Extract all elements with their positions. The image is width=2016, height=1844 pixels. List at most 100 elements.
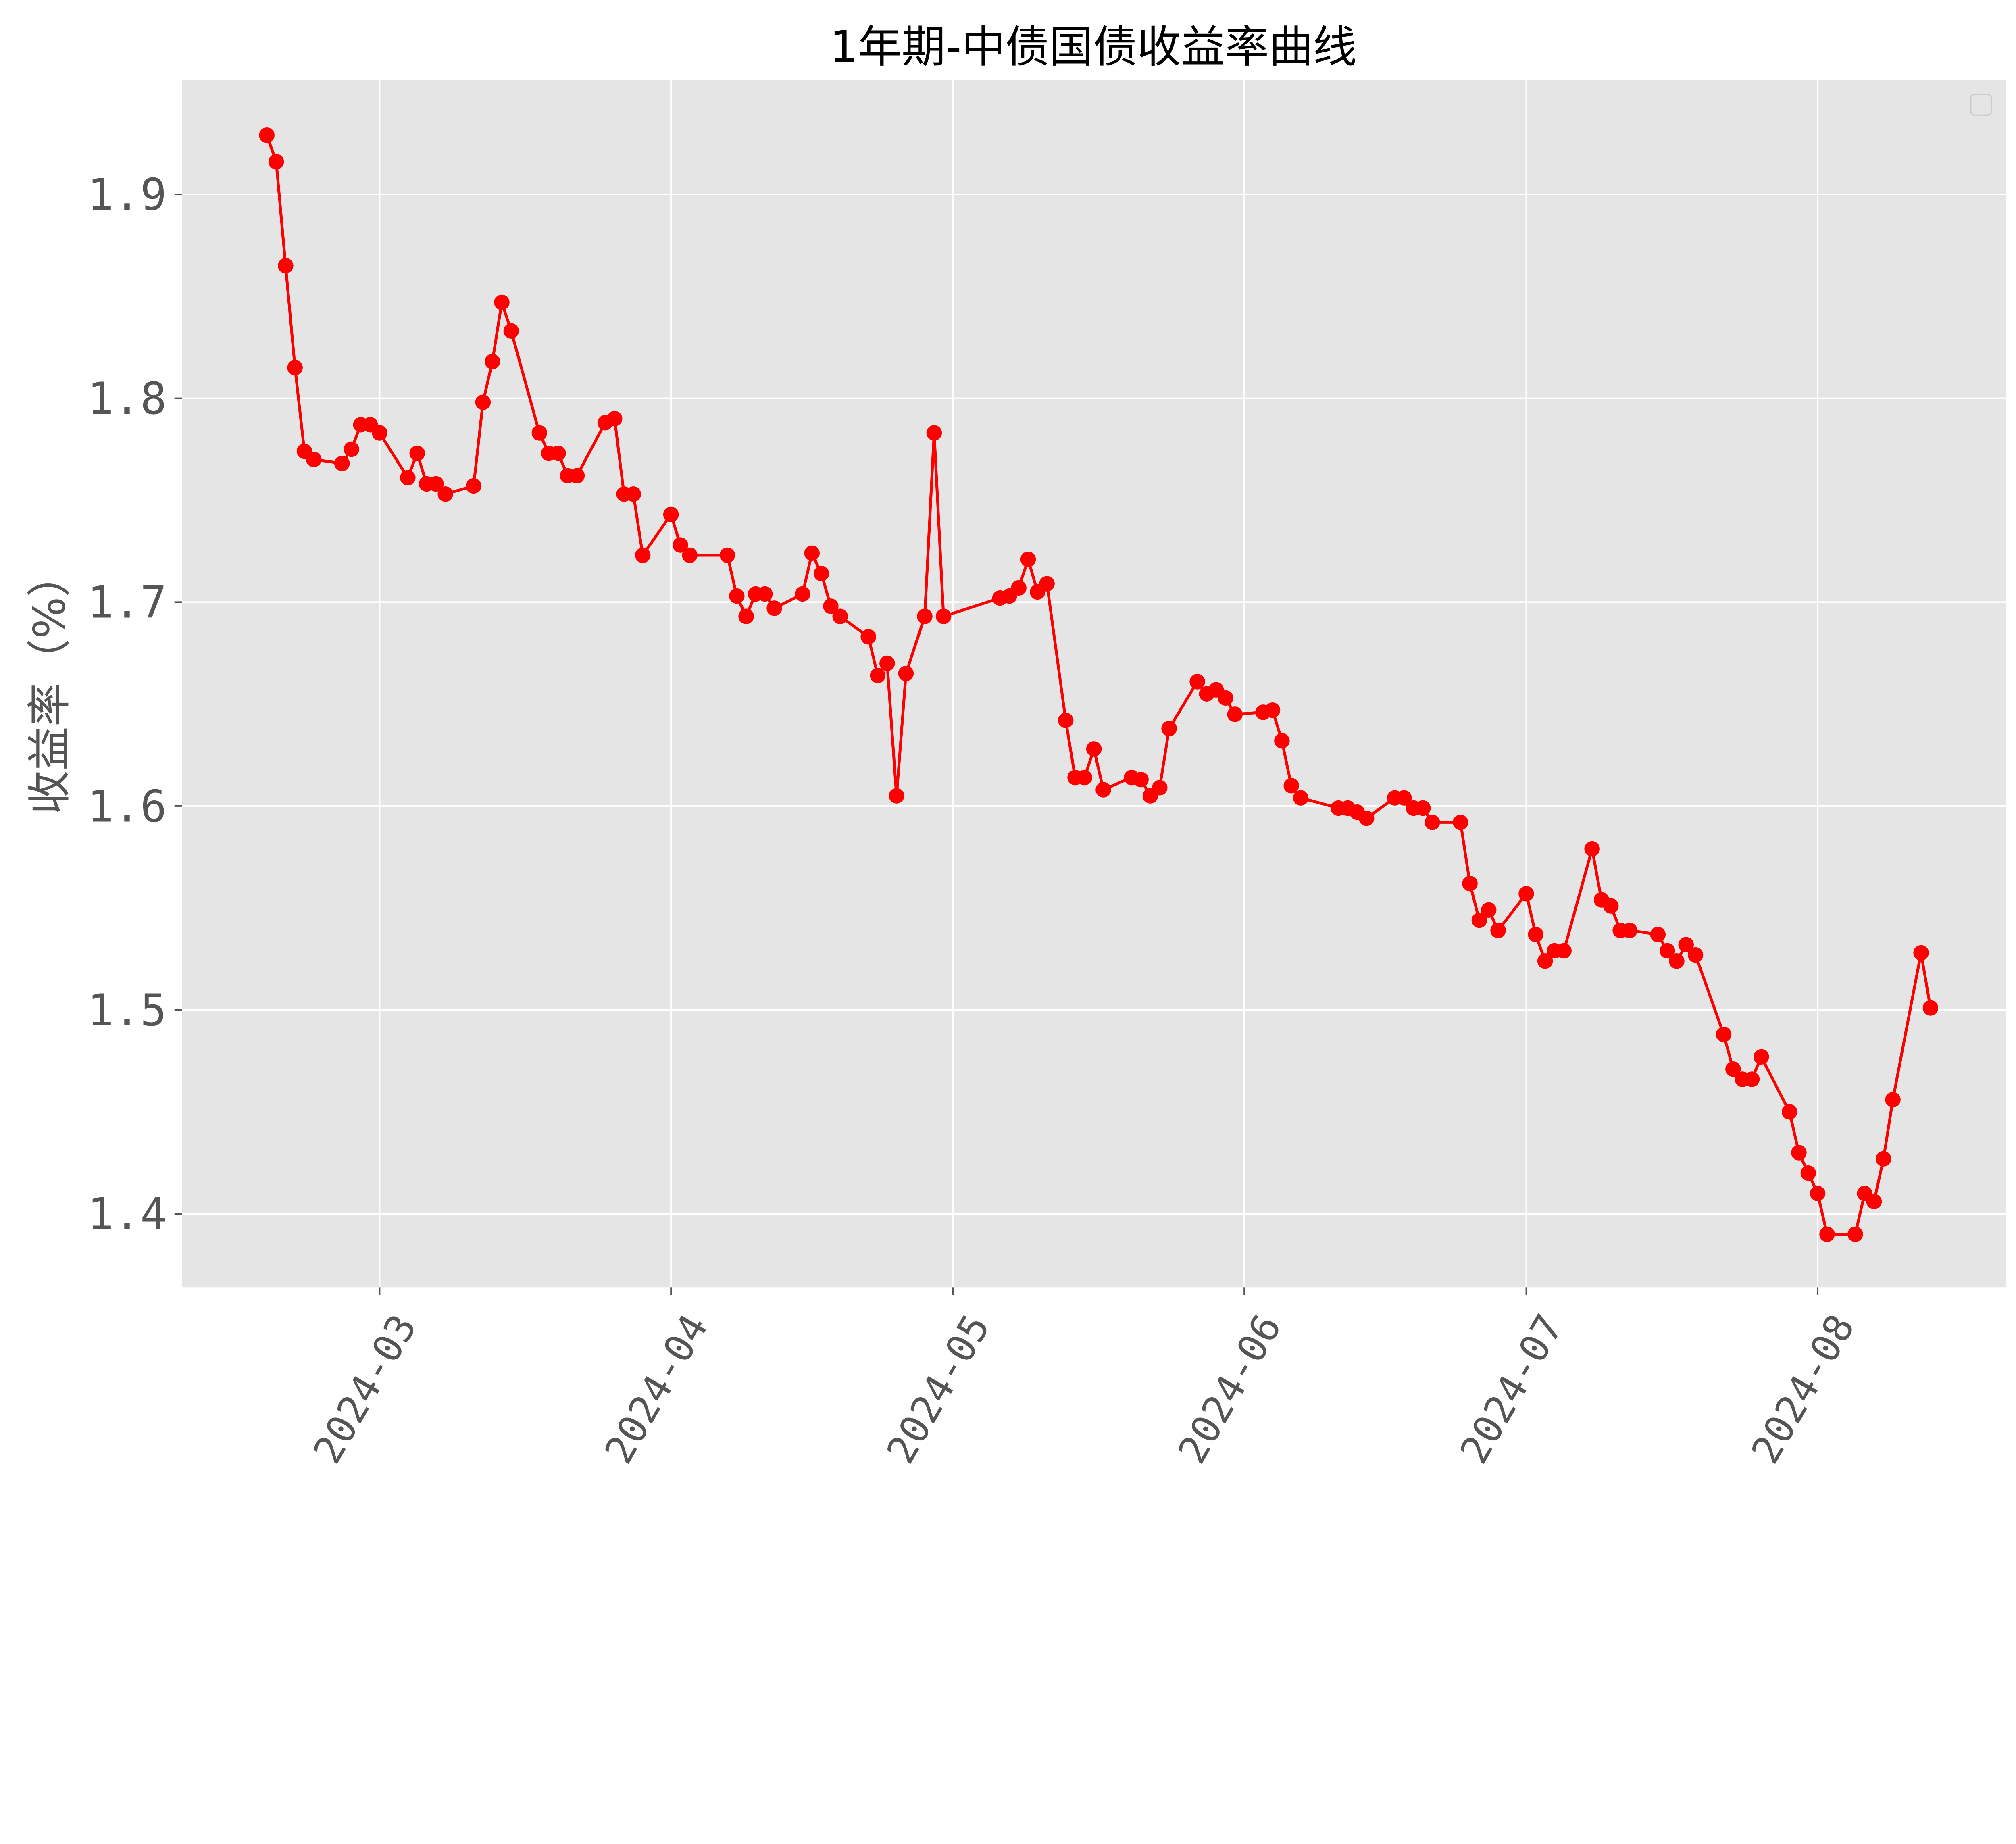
data-point bbox=[409, 445, 425, 461]
data-point bbox=[1537, 953, 1553, 969]
data-point bbox=[1622, 923, 1638, 938]
data-point bbox=[729, 588, 745, 604]
data-point bbox=[1218, 690, 1233, 706]
data-point bbox=[625, 486, 641, 502]
data-point bbox=[1293, 790, 1309, 806]
data-point bbox=[278, 258, 294, 274]
data-point bbox=[1716, 1027, 1732, 1042]
data-point bbox=[1161, 721, 1177, 736]
data-point bbox=[1650, 927, 1666, 942]
data-point bbox=[1152, 780, 1168, 796]
data-point bbox=[804, 545, 820, 561]
data-point bbox=[1922, 1000, 1939, 1016]
data-point bbox=[635, 547, 651, 563]
data-point bbox=[1462, 875, 1478, 892]
data-point bbox=[870, 668, 886, 683]
data-point bbox=[1556, 943, 1572, 959]
data-point bbox=[1274, 733, 1290, 749]
data-point bbox=[813, 566, 829, 581]
data-point bbox=[1264, 702, 1281, 718]
data-point bbox=[1518, 886, 1534, 902]
data-point bbox=[1678, 937, 1694, 952]
data-point bbox=[1227, 706, 1243, 722]
data-point bbox=[682, 547, 698, 563]
data-point bbox=[550, 445, 566, 461]
data-point bbox=[757, 586, 773, 602]
data-point bbox=[475, 394, 491, 410]
data-point bbox=[1396, 790, 1412, 806]
data-point bbox=[673, 537, 688, 553]
data-point bbox=[1453, 815, 1468, 830]
plot-area bbox=[182, 80, 2006, 1288]
data-point bbox=[1725, 1061, 1741, 1077]
data-point bbox=[1913, 945, 1929, 961]
data-point bbox=[719, 547, 735, 563]
data-point bbox=[334, 456, 350, 471]
data-point bbox=[494, 294, 510, 310]
data-point bbox=[1800, 1165, 1816, 1181]
data-point bbox=[344, 441, 359, 457]
data-point bbox=[1283, 778, 1299, 794]
y-tick-label: 1.6 bbox=[87, 781, 167, 832]
chart: 2024-03 2024-04 2024-05 2024-06 2024-07 2024-… bbox=[24, 21, 2006, 1471]
data-point bbox=[1425, 815, 1440, 830]
data-point bbox=[1744, 1071, 1760, 1087]
data-point bbox=[1687, 947, 1704, 963]
data-point bbox=[935, 608, 952, 624]
data-point bbox=[1847, 1226, 1863, 1242]
data-point bbox=[889, 788, 904, 804]
data-point bbox=[466, 478, 481, 494]
data-point bbox=[1885, 1092, 1901, 1108]
data-point bbox=[1358, 811, 1375, 826]
data-point bbox=[268, 154, 284, 170]
data-point bbox=[860, 629, 876, 645]
data-point bbox=[372, 425, 387, 441]
data-point bbox=[1876, 1151, 1891, 1167]
data-point bbox=[437, 486, 453, 502]
data-point bbox=[926, 425, 942, 441]
data-point bbox=[766, 600, 782, 616]
data-point bbox=[400, 470, 416, 486]
data-point bbox=[1781, 1104, 1797, 1120]
data-point bbox=[1669, 953, 1685, 969]
data-point bbox=[259, 127, 275, 143]
data-point bbox=[1481, 902, 1497, 918]
data-point bbox=[1754, 1049, 1769, 1065]
chart-title: 1年期-中债国债收益率曲线 bbox=[830, 21, 1357, 73]
data-point bbox=[917, 608, 933, 624]
data-point bbox=[531, 425, 547, 441]
data-point bbox=[287, 360, 303, 375]
data-point bbox=[1528, 927, 1544, 942]
data-point bbox=[898, 665, 914, 681]
data-point bbox=[1189, 674, 1205, 690]
data-point bbox=[1471, 912, 1487, 928]
data-point bbox=[823, 598, 839, 614]
data-point bbox=[1791, 1145, 1807, 1161]
legend-box bbox=[1970, 94, 1992, 116]
data-point bbox=[1039, 576, 1055, 592]
data-point bbox=[1584, 841, 1600, 857]
data-point bbox=[879, 655, 895, 671]
y-tick-label: 1.5 bbox=[87, 985, 167, 1036]
data-point bbox=[1490, 923, 1506, 938]
data-point bbox=[306, 452, 322, 467]
y-axis-label: 收益率（%） bbox=[24, 553, 75, 814]
data-point bbox=[428, 476, 444, 492]
data-point bbox=[1866, 1194, 1882, 1210]
data-point bbox=[1020, 551, 1036, 567]
data-point bbox=[569, 468, 585, 483]
y-tick-label: 1.8 bbox=[87, 373, 167, 424]
data-point bbox=[1095, 782, 1111, 798]
data-point bbox=[1415, 800, 1431, 816]
data-point bbox=[795, 586, 810, 602]
data-point bbox=[484, 354, 500, 369]
data-point bbox=[663, 506, 679, 523]
data-point bbox=[1810, 1186, 1826, 1201]
data-point bbox=[1133, 771, 1149, 788]
data-point bbox=[1086, 741, 1102, 757]
data-point bbox=[738, 608, 754, 624]
data-point bbox=[503, 323, 519, 339]
y-tick-label: 1.9 bbox=[87, 169, 167, 220]
data-point bbox=[1011, 580, 1027, 596]
data-point bbox=[1819, 1226, 1835, 1242]
